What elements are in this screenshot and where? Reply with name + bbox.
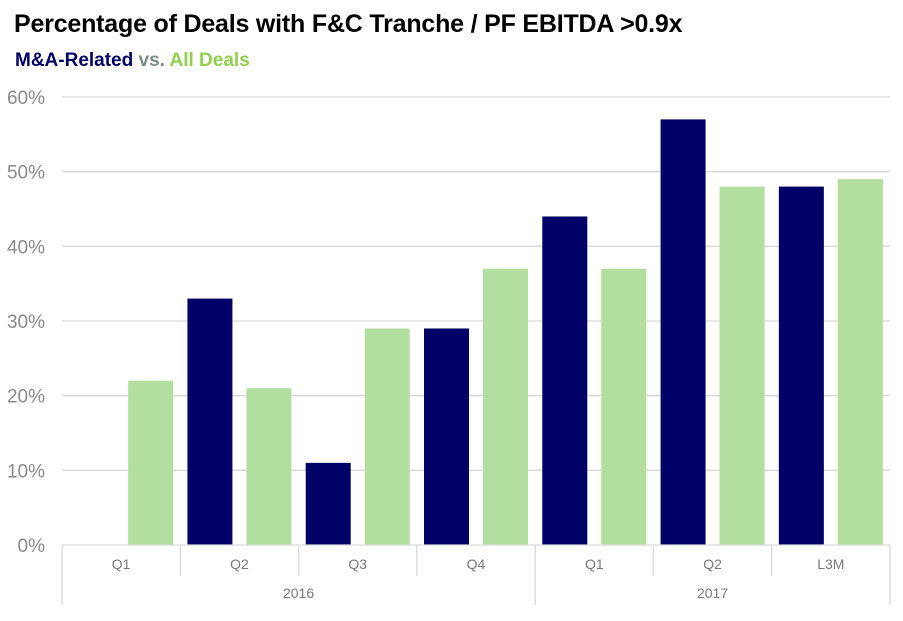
x-tick-label: L3M xyxy=(817,556,844,572)
bar-all-deals xyxy=(246,388,292,545)
y-tick-label: 30% xyxy=(7,312,45,333)
y-tick-label: 10% xyxy=(7,461,45,482)
bar-all-deals xyxy=(719,186,765,545)
x-tick-label: Q2 xyxy=(230,556,249,572)
y-tick-label: 50% xyxy=(7,163,45,184)
x-group-label: 2017 xyxy=(697,585,728,601)
bar-all-deals xyxy=(483,268,528,545)
bar-ma-related xyxy=(778,186,824,545)
bar-ma-related xyxy=(424,328,469,545)
y-tick-label: 0% xyxy=(18,536,46,557)
y-tick-label: 40% xyxy=(7,237,45,258)
x-tick-label: Q1 xyxy=(112,556,131,572)
x-group-label: 2016 xyxy=(283,585,314,601)
y-tick-label: 60% xyxy=(7,88,45,109)
chart-title: Percentage of Deals with F&C Tranche / P… xyxy=(14,10,683,38)
x-tick-label: Q2 xyxy=(703,556,722,572)
x-tick-label: Q1 xyxy=(585,556,604,572)
x-tick-label: Q4 xyxy=(467,556,486,572)
subtitle-all-deals: All Deals xyxy=(169,50,250,71)
subtitle-ma-related: M&A-Related xyxy=(15,50,134,71)
bar-ma-related xyxy=(305,462,351,545)
bar-all-deals xyxy=(128,380,174,545)
x-tick-label: Q3 xyxy=(348,556,367,572)
y-tick-label: 20% xyxy=(7,387,45,408)
bar-ma-related xyxy=(187,298,233,545)
bar-ma-related xyxy=(542,216,588,545)
bar-ma-related xyxy=(660,119,706,546)
bar-all-deals xyxy=(837,179,883,545)
bar-all-deals xyxy=(364,328,410,545)
chart-subtitle: M&A-Related vs. All Deals xyxy=(15,50,250,72)
bar-all-deals xyxy=(601,268,647,545)
subtitle-separator: vs. xyxy=(133,50,170,71)
